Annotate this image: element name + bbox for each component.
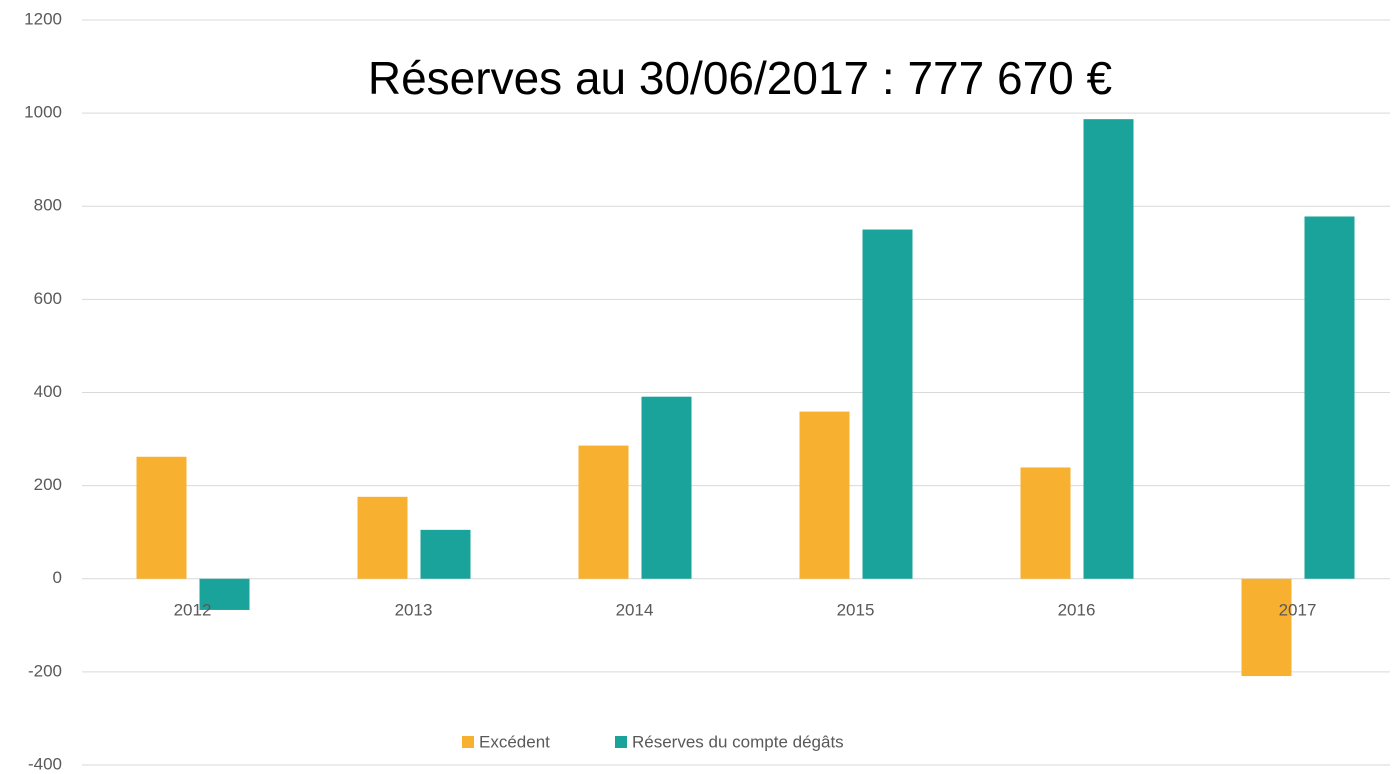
x-tick-label: 2014	[616, 600, 654, 619]
y-tick-label: 1200	[24, 9, 62, 28]
y-tick-label: -200	[28, 661, 62, 680]
bar	[641, 396, 692, 579]
y-tick-label: 0	[53, 568, 62, 587]
chart-title: Réserves au 30/06/2017 : 777 670 €	[368, 52, 1112, 104]
bar	[799, 411, 850, 579]
x-tick-label: 2017	[1279, 600, 1317, 619]
bar	[1020, 467, 1071, 579]
y-tick-label: 1000	[24, 103, 62, 122]
x-tick-label: 2015	[837, 600, 875, 619]
legend-label: Réserves du compte dégâts	[632, 732, 844, 751]
bar	[862, 229, 913, 579]
bar	[357, 496, 408, 579]
y-tick-label: 200	[34, 475, 62, 494]
x-tick-label: 2012	[174, 600, 212, 619]
legend-swatch	[615, 736, 627, 748]
x-tick-label: 2016	[1058, 600, 1096, 619]
y-tick-label: 600	[34, 289, 62, 308]
bar	[420, 529, 471, 579]
bar	[1241, 578, 1292, 677]
bar	[199, 578, 250, 610]
bar	[136, 456, 187, 579]
legend-label: Excédent	[479, 732, 550, 751]
bar	[578, 445, 629, 579]
bar	[1083, 119, 1134, 579]
legend-swatch	[462, 736, 474, 748]
y-tick-label: -400	[28, 754, 62, 773]
y-tick-label: 400	[34, 382, 62, 401]
y-tick-label: 800	[34, 196, 62, 215]
bar	[1304, 216, 1355, 579]
x-tick-label: 2013	[395, 600, 433, 619]
